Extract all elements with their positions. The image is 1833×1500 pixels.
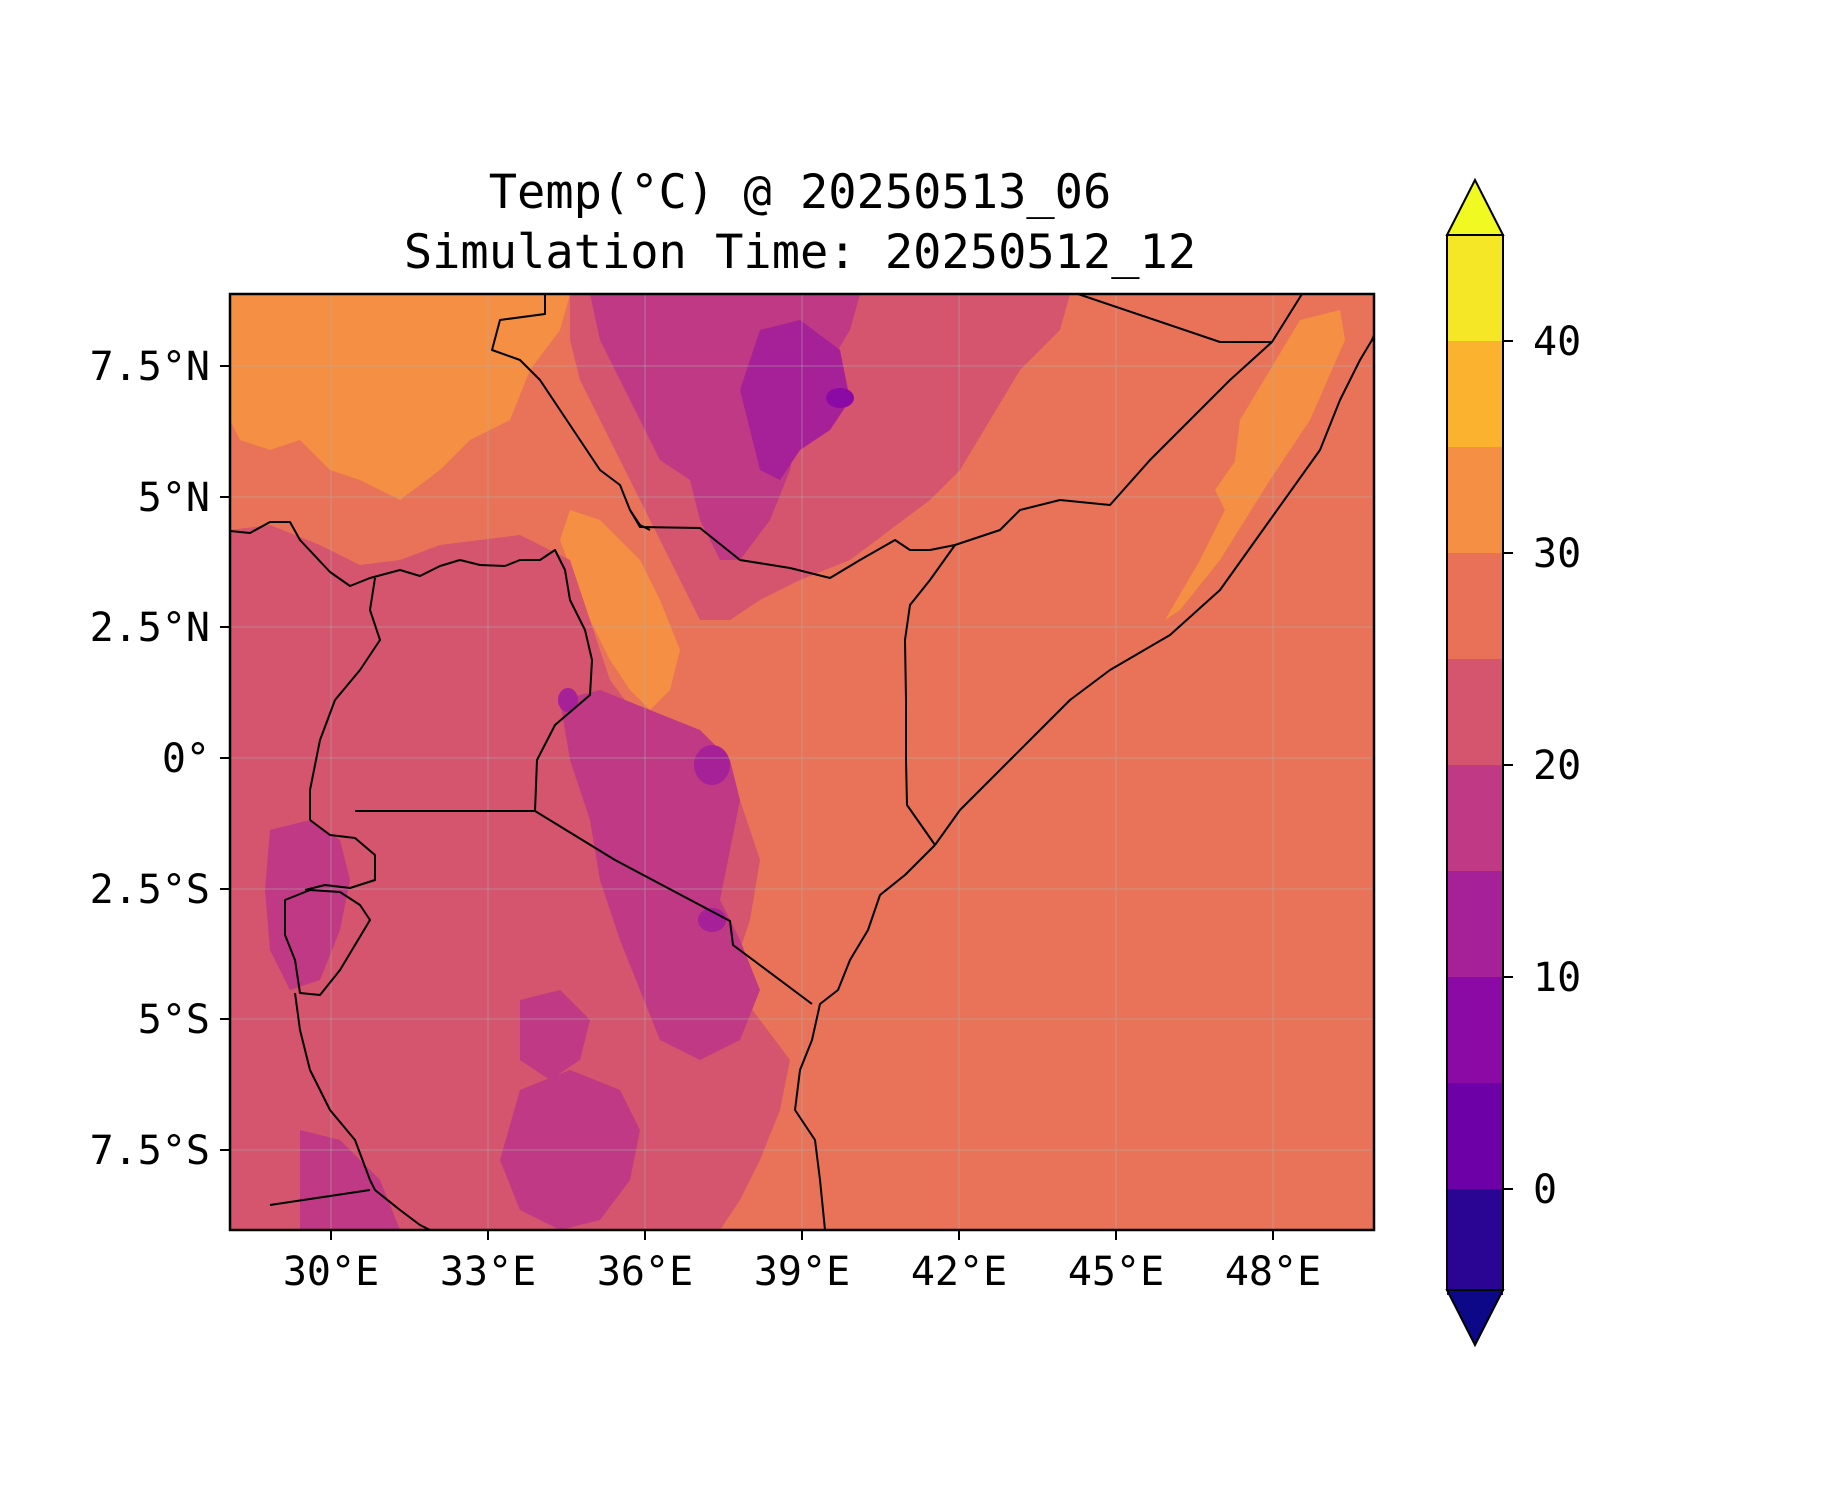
colorbar: 40 30 20 10 0: [1445, 177, 1581, 1348]
border-burundi: [284, 889, 371, 996]
x-tick-label: 36°E: [597, 1249, 693, 1295]
hot-region-somalia-inland: [1215, 420, 1280, 510]
colorbar-segment: [1447, 235, 1503, 341]
y-tick-label: 7.5°S: [90, 1128, 210, 1174]
y-tick-label: 2.5°N: [90, 605, 210, 651]
graticule: [230, 294, 1374, 1230]
colorbar-segment: [1447, 553, 1503, 659]
x-tick-label: 33°E: [440, 1249, 536, 1295]
y-tick-label: 5°S: [138, 997, 210, 1043]
x-tick-label: 30°E: [283, 1249, 379, 1295]
figure-title-line1: Temp(°C) @ 20250513_06: [489, 165, 1112, 220]
cool-region-rwanda-burundi: [265, 820, 350, 990]
coast-kenya-tanzania: [794, 844, 936, 1230]
border-ethiopia-somalia: [954, 294, 1303, 546]
x-tick-label: 42°E: [911, 1249, 1007, 1295]
colorbar-tick-label: 20: [1533, 743, 1581, 789]
colorbar-over-triangle: [1445, 177, 1505, 236]
colorbar-segment: [1447, 977, 1503, 1083]
border-somaliland: [1077, 294, 1272, 343]
y-tick-label: 0°: [162, 736, 210, 782]
border-zambia-tanzania: [269, 1189, 371, 1206]
colorbar-tick-label: 30: [1533, 531, 1581, 577]
border-malawi: [374, 1189, 431, 1230]
colorbar-segment: [1447, 447, 1503, 553]
country-borders: [230, 294, 1374, 1230]
border-uganda-drc: [309, 577, 381, 820]
coast-somalia: [934, 334, 1374, 846]
border-kenya-somalia: [904, 544, 956, 846]
warm-region-west: [230, 525, 790, 1230]
x-tick-label: 45°E: [1068, 1249, 1164, 1295]
figure-title-line2: Simulation Time: 20250512_12: [404, 225, 1196, 280]
colorbar-segment: [1447, 1083, 1503, 1189]
y-tick-label: 2.5°S: [90, 867, 210, 913]
y-tick-label: 7.5°N: [90, 344, 210, 390]
very-cold-spot-ethiopia: [826, 388, 854, 408]
map-panel: [230, 294, 1374, 1230]
x-axis: 30°E 33°E 36°E 39°E 42°E 45°E 48°E: [283, 1230, 1321, 1295]
cool-region-tanzania-south: [500, 1070, 640, 1230]
y-tick-label: 5°N: [138, 475, 210, 521]
colorbar-under-triangle: [1445, 1289, 1505, 1348]
x-tick-label: 39°E: [754, 1249, 850, 1295]
cold-spot-elgon: [558, 688, 578, 712]
border-drc-south-sudan: [230, 521, 331, 573]
colorbar-tick-label: 10: [1533, 955, 1581, 1001]
cold-spot-mt-kenya: [694, 745, 730, 785]
border-kenya-uganda: [504, 549, 593, 812]
cool-region-tanzania-central: [520, 990, 590, 1080]
colorbar-frame: [1446, 234, 1504, 1291]
cold-spot-kilimanjaro: [698, 908, 726, 932]
border-uganda-south-sudan: [329, 559, 506, 587]
colorbar-segment: [1447, 765, 1503, 871]
colorbar-segment: [1447, 659, 1503, 765]
border-rwanda: [304, 819, 376, 891]
cool-region-malawi: [300, 1130, 400, 1230]
colorbar-tick-label: 40: [1533, 319, 1581, 365]
hot-region-turkana: [560, 510, 680, 710]
colorbar-segment: [1447, 1189, 1503, 1295]
border-kenya-tanzania: [534, 810, 813, 1005]
hot-region-sudan: [230, 294, 570, 500]
colorbar-segment: [1447, 871, 1503, 977]
colorbar-segment: [1447, 341, 1503, 447]
border-lake-tanganyika: [294, 992, 376, 1191]
y-axis: 7.5°N 5°N 2.5°N 0° 2.5°S 5°S 7.5°S: [90, 344, 230, 1174]
x-tick-label: 48°E: [1225, 1249, 1321, 1295]
border-ethiopia-kenya: [629, 509, 956, 579]
cold-region-ethiopia: [740, 320, 850, 480]
colorbar-tick-label: 0: [1533, 1167, 1557, 1213]
